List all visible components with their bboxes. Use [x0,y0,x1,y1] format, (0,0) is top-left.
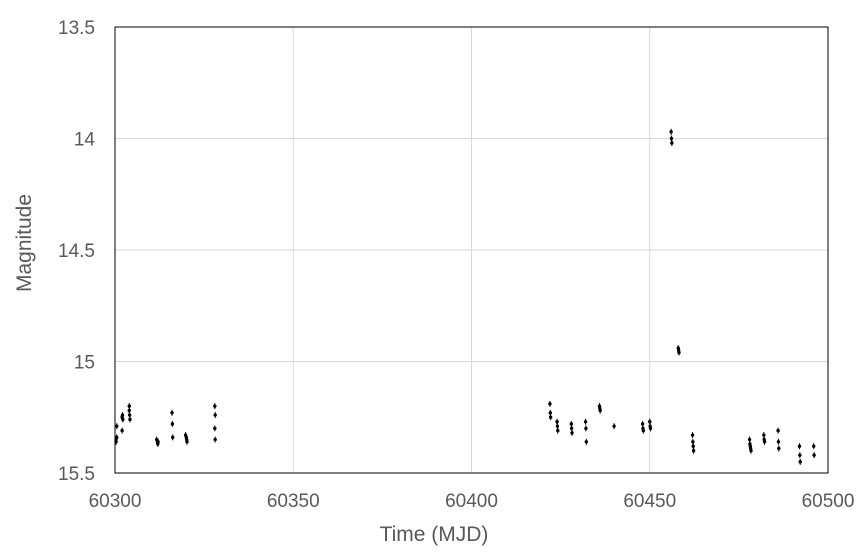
data-point [812,443,816,450]
data-point [115,423,119,430]
x-axis-title: Time (MJD) [380,523,489,546]
data-point [213,412,217,419]
data-point [213,425,217,432]
data-point [185,438,189,445]
data-point [776,427,780,434]
data-point [762,438,767,445]
data-point [798,458,802,465]
y-tick-label: 14 [74,130,96,151]
y-tick-label: 15.5 [58,464,95,485]
data-point [669,128,673,135]
data-point [777,445,781,452]
data-point [648,425,653,432]
data-point [556,427,560,434]
data-point [213,403,217,410]
y-axis-title: Magnitude [13,194,36,292]
x-tick-label: 60450 [623,491,676,512]
x-tick-label: 60500 [802,491,855,512]
data-point [121,416,125,423]
data-point [797,443,802,450]
data-point [170,409,174,416]
data-point [156,438,160,445]
data-point [776,438,781,445]
data-point [612,423,616,430]
data-points [114,128,816,465]
y-tick-label: 14.5 [58,241,95,262]
data-point [213,436,217,443]
data-point [584,425,588,432]
y-tick-labels: 13.5 14 14.5 15 15.5 [58,18,95,485]
data-point [812,452,816,459]
x-tick-label: 60350 [267,491,320,512]
data-point [115,434,119,441]
data-point [583,418,588,425]
data-point [570,429,574,436]
plot-area-border [114,26,829,474]
data-point [598,407,602,414]
data-point [677,349,681,356]
y-tick-label: 15 [74,353,95,374]
data-point [691,447,696,454]
x-tick-labels: 60300 60350 60400 60450 60500 [89,491,855,512]
data-point [670,139,674,146]
x-tick-label: 60400 [445,491,498,512]
data-point [120,427,124,434]
data-point [171,434,175,441]
data-point [128,416,132,423]
data-point [548,414,553,421]
data-point [641,427,646,434]
data-point [798,452,802,459]
x-tick-label: 60300 [89,491,142,512]
data-point [749,447,753,454]
data-point [584,438,588,445]
y-tick-label: 13.5 [58,18,95,39]
data-point [690,432,695,439]
data-point [548,400,552,407]
data-point [170,420,175,427]
